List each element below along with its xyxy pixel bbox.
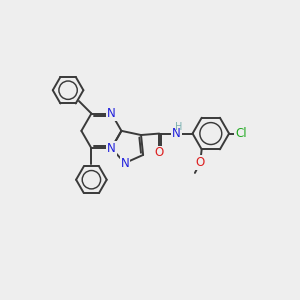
Text: N: N: [107, 142, 116, 155]
Text: N: N: [107, 107, 116, 120]
Text: N: N: [172, 127, 181, 140]
Text: Cl: Cl: [235, 127, 247, 140]
Text: O: O: [196, 156, 205, 169]
Text: H: H: [175, 122, 182, 132]
Text: O: O: [155, 146, 164, 160]
Text: N: N: [121, 157, 129, 169]
